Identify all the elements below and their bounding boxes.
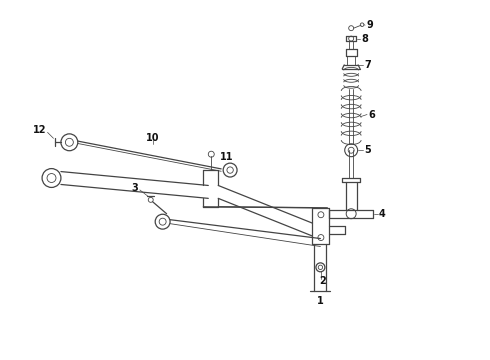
- Text: 9: 9: [366, 20, 373, 30]
- Text: 7: 7: [364, 60, 371, 70]
- Text: 3: 3: [131, 183, 138, 193]
- Text: 2: 2: [319, 276, 326, 286]
- Text: 11: 11: [220, 152, 234, 162]
- Text: 12: 12: [33, 125, 47, 135]
- Text: 1: 1: [317, 296, 324, 306]
- Text: 4: 4: [379, 209, 386, 219]
- Text: 10: 10: [146, 133, 159, 143]
- Text: 5: 5: [364, 145, 371, 155]
- Text: 8: 8: [361, 34, 368, 44]
- Text: 6: 6: [368, 109, 375, 120]
